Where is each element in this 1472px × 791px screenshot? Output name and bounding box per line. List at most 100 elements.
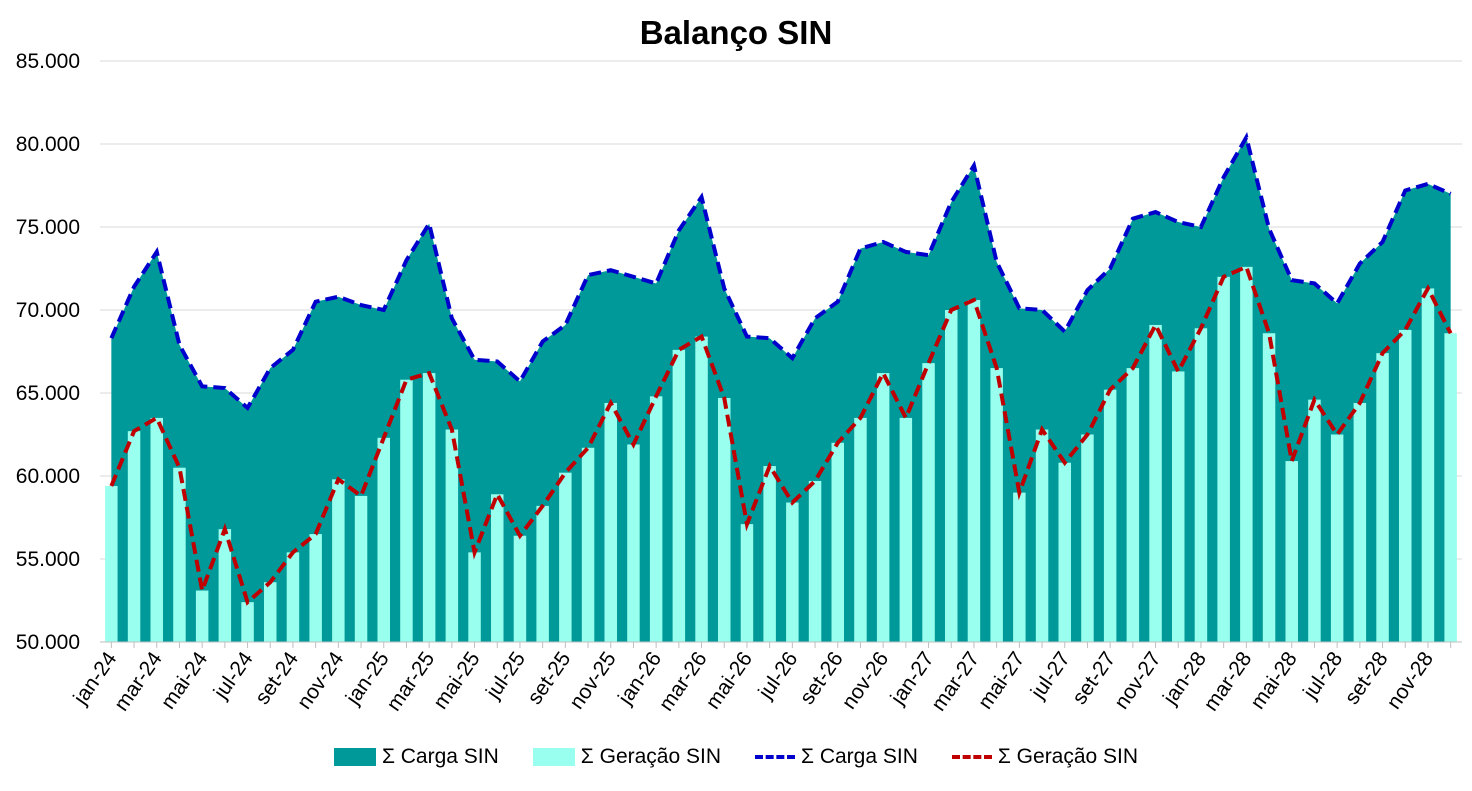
geracao-bar bbox=[1399, 329, 1412, 642]
legend-swatch-carga-line bbox=[755, 755, 795, 759]
geracao-bar bbox=[150, 417, 163, 642]
geracao-bar bbox=[649, 396, 663, 642]
geracao-bar bbox=[422, 373, 436, 642]
geracao-bar bbox=[400, 379, 413, 642]
geracao-bar bbox=[1262, 333, 1276, 642]
geracao-bar bbox=[1126, 368, 1140, 642]
y-tick-label: 60.000 bbox=[16, 465, 80, 488]
geracao-bar bbox=[127, 431, 141, 642]
geracao-bar bbox=[513, 535, 527, 642]
legend-swatch-geracao-line bbox=[951, 755, 992, 759]
geracao-bar bbox=[740, 524, 754, 642]
legend-item-carga-line: Σ Carga SIN bbox=[755, 745, 918, 769]
carga-line bbox=[109, 132, 1452, 412]
x-tick-label: mar-24 bbox=[110, 647, 167, 715]
geracao-bar bbox=[491, 494, 504, 642]
geracao-bar bbox=[808, 480, 822, 642]
legend-label-carga-area: Σ Carga SIN bbox=[381, 745, 499, 768]
geracao-bar bbox=[831, 442, 844, 642]
geracao-bar bbox=[1194, 328, 1208, 642]
geracao-bar bbox=[1172, 371, 1185, 642]
geracao-bar bbox=[1217, 276, 1230, 642]
x-tick-label: mai-28 bbox=[1246, 648, 1302, 714]
legend-item-geracao-line: Σ Geração SIN bbox=[951, 745, 1139, 769]
geracao-bar bbox=[1013, 492, 1026, 642]
chart-title: Balanço SIN bbox=[639, 14, 833, 51]
geracao-bar bbox=[627, 444, 640, 642]
geracao-bar bbox=[445, 429, 459, 642]
geracao-bar bbox=[672, 349, 686, 642]
x-tick-label: nov-25 bbox=[565, 648, 621, 714]
legend: Σ Carga SIN Σ Geração SIN Σ Carga SIN Σ … bbox=[0, 745, 1472, 769]
legend-item-geracao-bars: Σ Geração SIN bbox=[532, 745, 721, 769]
geracao-bar bbox=[536, 505, 549, 642]
geracao-bar bbox=[354, 495, 368, 642]
y-tick-label: 85.000 bbox=[16, 50, 80, 73]
x-tick-label: mai-25 bbox=[429, 648, 485, 714]
legend-swatch-carga-area bbox=[333, 748, 376, 766]
geracao-bar bbox=[763, 466, 776, 642]
geracao-bar bbox=[1081, 434, 1094, 642]
geracao-bar bbox=[1035, 429, 1049, 642]
geracao-bar bbox=[559, 472, 572, 642]
x-tick-label: mai-26 bbox=[701, 648, 757, 714]
geracao-bar bbox=[218, 529, 232, 642]
geracao-bar bbox=[990, 368, 1003, 642]
legend-item-carga-area: Σ Carga SIN bbox=[333, 745, 499, 769]
geracao-bar bbox=[718, 397, 731, 642]
geracao-bar bbox=[922, 363, 935, 642]
geracao-bar bbox=[1149, 324, 1162, 642]
y-tick-label: 80.000 bbox=[16, 133, 80, 156]
y-tick-label: 70.000 bbox=[16, 299, 80, 322]
x-tick-label: nov-26 bbox=[838, 648, 894, 714]
geracao-bar bbox=[945, 310, 958, 642]
geracao-bar bbox=[581, 447, 595, 642]
geracao-bar bbox=[309, 534, 322, 642]
geracao-bar bbox=[1444, 333, 1457, 642]
x-tick-label: nov-28 bbox=[1382, 648, 1438, 714]
geracao-bar bbox=[1308, 399, 1321, 642]
y-tick-label: 50.000 bbox=[16, 631, 80, 654]
x-tick-label: nov-27 bbox=[1110, 648, 1166, 714]
y-tick-label: 55.000 bbox=[16, 548, 80, 571]
geracao-bar bbox=[377, 437, 390, 642]
geracao-bar bbox=[468, 552, 481, 642]
geracao-bar bbox=[899, 417, 913, 642]
geracao-bar bbox=[1240, 266, 1253, 642]
x-tick-label: mai-24 bbox=[157, 647, 213, 713]
geracao-bar bbox=[195, 590, 209, 642]
geracao-bar bbox=[1103, 389, 1117, 642]
geracao-bar bbox=[1421, 288, 1435, 642]
geracao-bar bbox=[1353, 402, 1367, 642]
legend-label-geracao-bars: Σ Geração SIN bbox=[580, 745, 721, 768]
y-tick-label: 75.000 bbox=[16, 216, 80, 239]
geracao-bar bbox=[1376, 353, 1389, 642]
geracao-bar bbox=[241, 602, 254, 642]
x-tick-label: mar-26 bbox=[655, 648, 712, 716]
geracao-bar bbox=[1330, 434, 1344, 642]
x-tick-label: mar-27 bbox=[927, 648, 984, 716]
geracao-bar bbox=[1058, 462, 1071, 642]
geracao-bar bbox=[876, 373, 890, 642]
legend-label-carga-line: Σ Carga SIN bbox=[801, 745, 918, 768]
geracao-bar bbox=[264, 582, 277, 642]
geracao-bar bbox=[173, 467, 186, 642]
x-tick-label: nov-24 bbox=[293, 647, 349, 713]
geracao-bar bbox=[286, 552, 300, 642]
geracao-bar bbox=[105, 485, 118, 642]
geracao-bar bbox=[786, 502, 799, 642]
x-tick-label: mai-27 bbox=[974, 648, 1030, 714]
geracao-bar bbox=[854, 417, 867, 642]
y-tick-label: 65.000 bbox=[16, 382, 80, 405]
legend-label-geracao-line: Σ Geração SIN bbox=[997, 745, 1139, 768]
geracao-bar bbox=[1285, 461, 1298, 642]
legend-swatch-geracao-bars bbox=[532, 748, 575, 766]
geracao-bar bbox=[967, 300, 981, 642]
geracao-bar bbox=[332, 479, 345, 642]
geracao-bar bbox=[604, 402, 617, 642]
geracao-bar bbox=[695, 336, 708, 642]
x-tick-label: mar-28 bbox=[1199, 648, 1256, 716]
x-tick-label: mar-25 bbox=[382, 648, 439, 716]
